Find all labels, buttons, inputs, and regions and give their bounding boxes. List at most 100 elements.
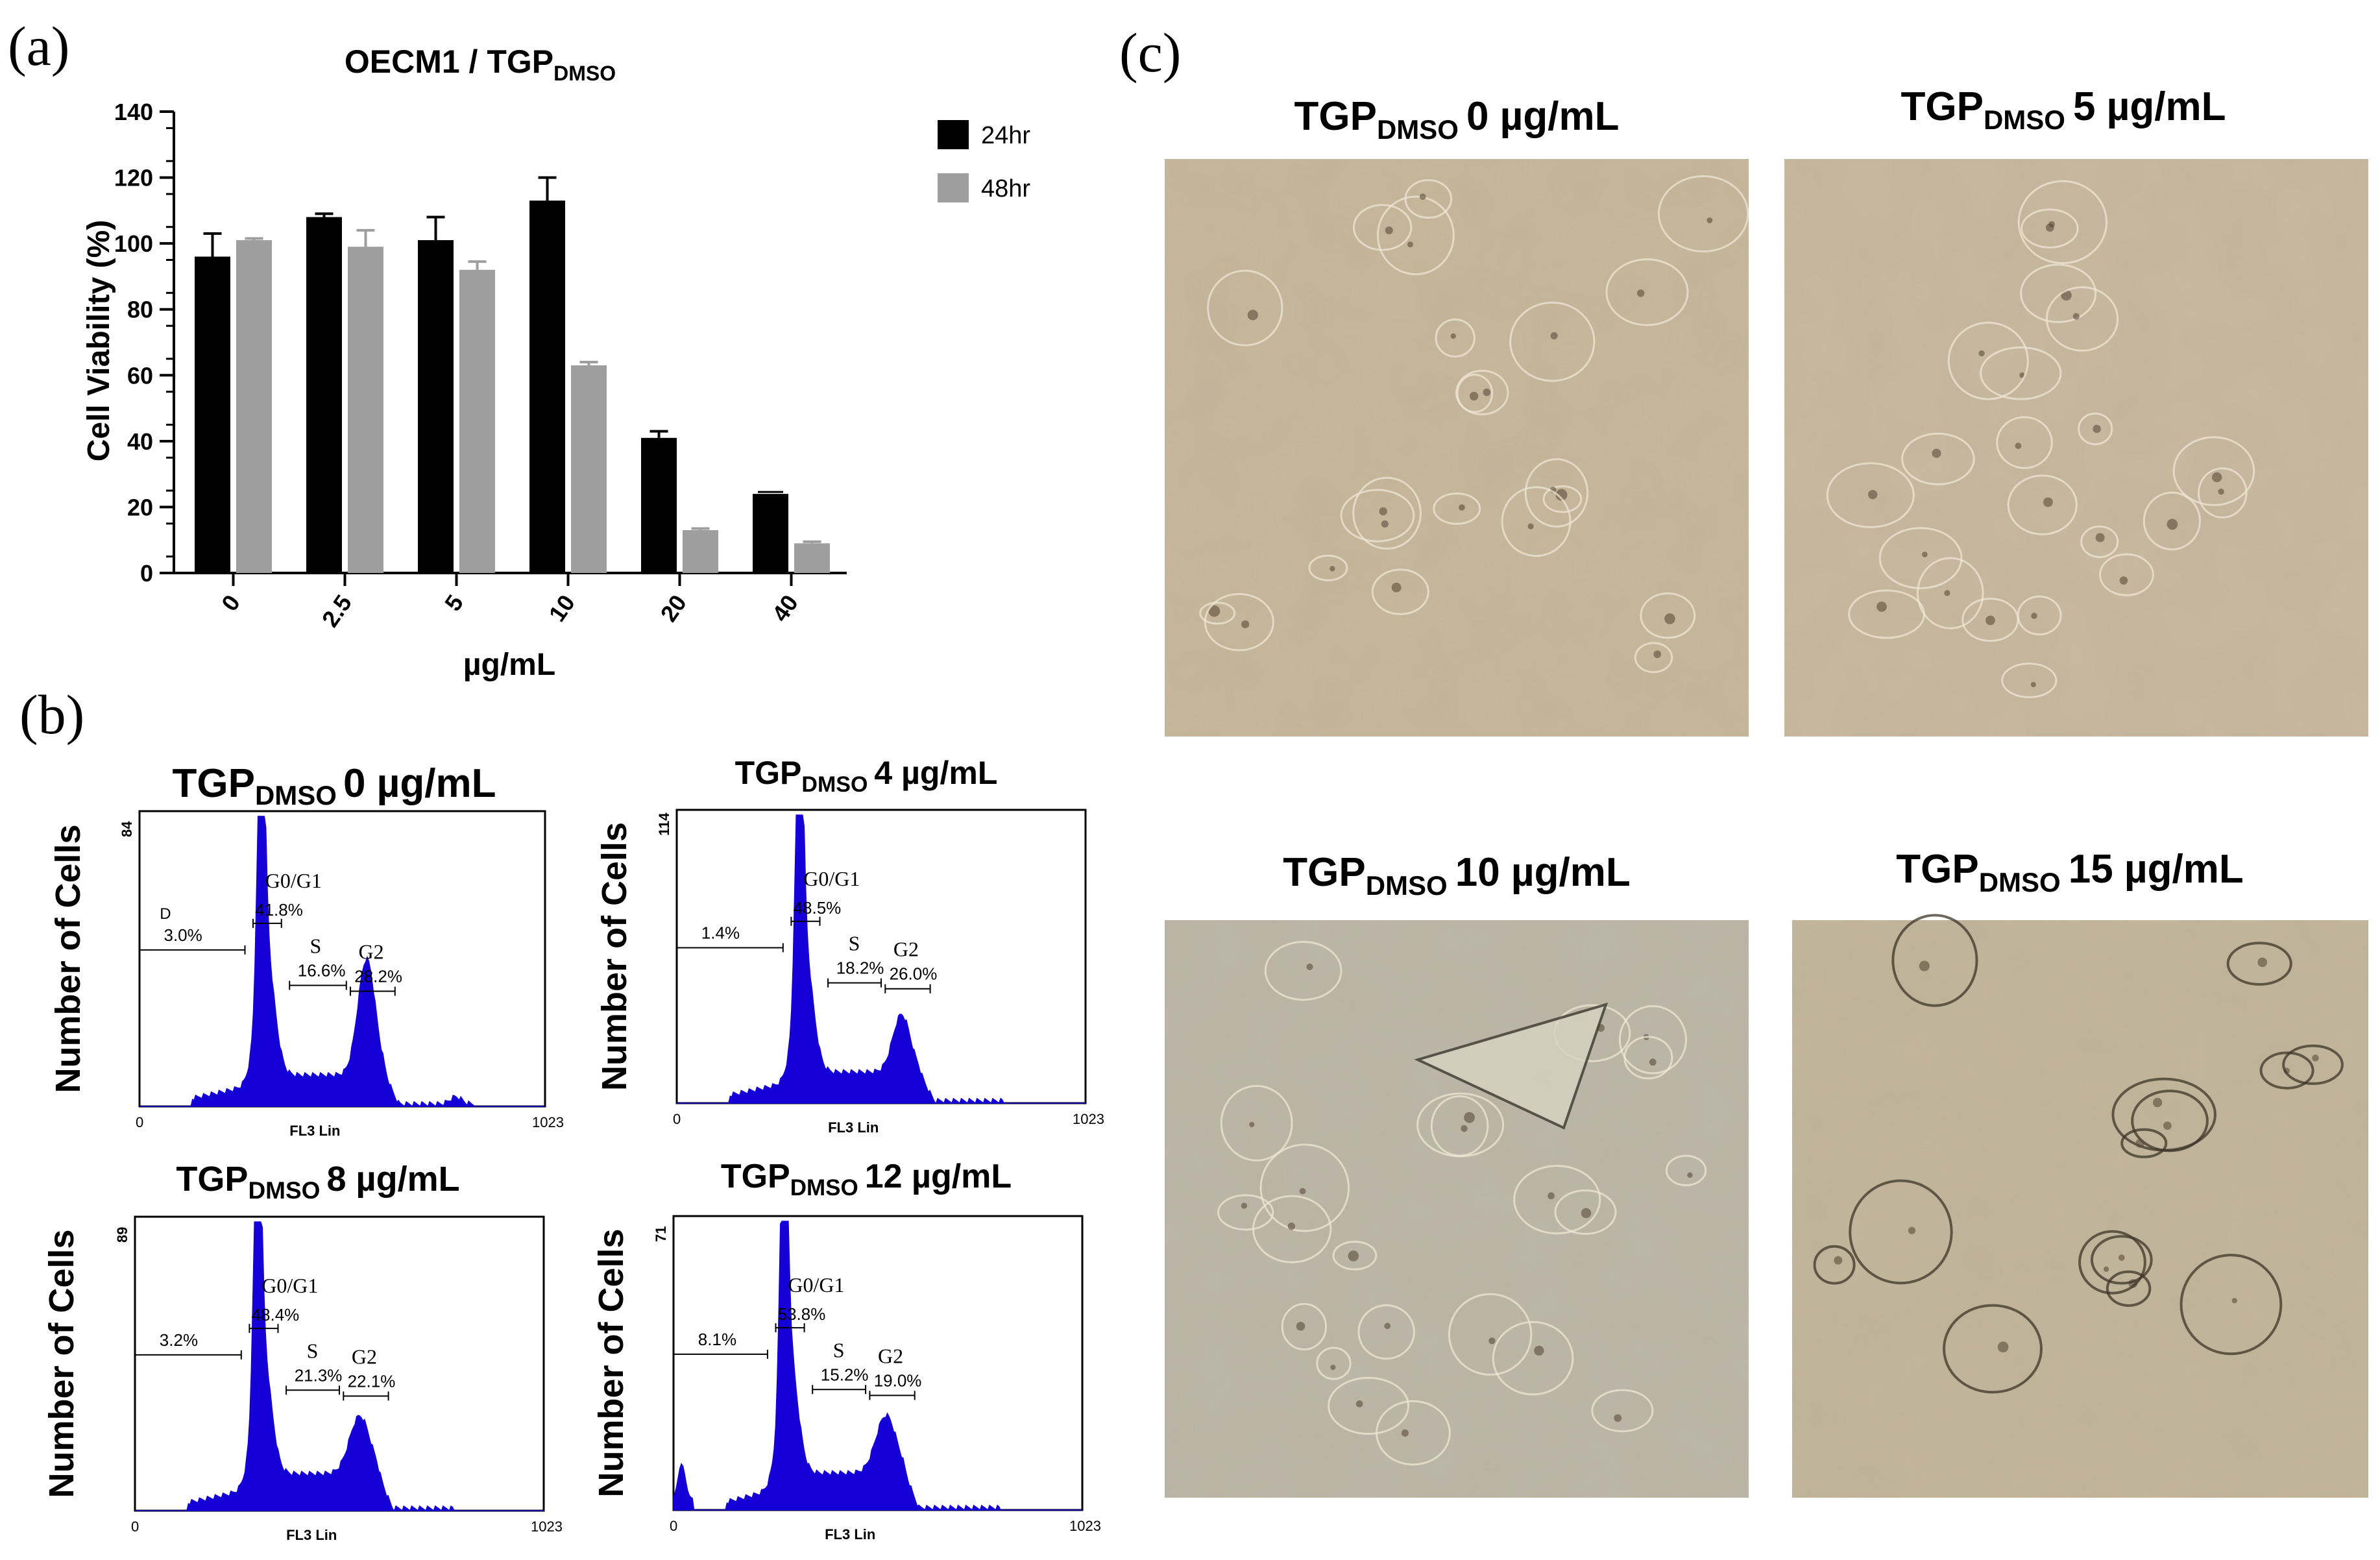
x-axis-label: µg/mL — [463, 648, 555, 682]
y-axis-label: Number of Cells — [592, 1228, 631, 1497]
cell-outline — [2080, 525, 2119, 558]
cell-nucleus — [2135, 1138, 2145, 1148]
cell-outline — [2090, 1235, 2153, 1285]
cell-nucleus — [2231, 1298, 2237, 1304]
d-percent: 3.2% — [160, 1330, 198, 1350]
cell-outline — [1308, 554, 1348, 581]
y-max-label: 89 — [114, 1227, 130, 1243]
cell-outline — [2106, 1270, 2152, 1307]
s-percent: 21.3% — [295, 1365, 343, 1385]
cell-outline — [2078, 1230, 2146, 1295]
cell-nucleus — [2257, 957, 2268, 968]
cell-outline — [1665, 1154, 1707, 1186]
cell-outline — [1524, 458, 1589, 528]
cell-nucleus — [1664, 613, 1675, 624]
cell-nucleus — [1381, 520, 1389, 528]
cell-nucleus — [2218, 488, 2224, 495]
cell-nucleus — [1550, 332, 1558, 340]
cell-outline — [2180, 1254, 2283, 1356]
g2-percent: 22.1% — [348, 1371, 396, 1391]
y-axis-label: Number of Cells — [49, 824, 88, 1093]
histogram-title: TGPDMSO 0 µg/mL — [173, 761, 496, 810]
cell-nucleus — [1649, 1058, 1657, 1066]
vacuolated-cell — [1414, 1002, 1609, 1130]
cell-outline — [1220, 1084, 1293, 1162]
x-max-label: 1023 — [532, 1114, 564, 1130]
cell-nucleus — [1527, 523, 1534, 530]
x-max-label: 1023 — [1073, 1111, 1104, 1127]
cell-nucleus — [1534, 1345, 1544, 1356]
cell-nucleus — [1636, 289, 1645, 297]
y-tick-label: 20 — [127, 494, 153, 520]
bar-48hr-0 — [236, 240, 272, 573]
g0g1-percent: 53.8% — [778, 1304, 826, 1324]
cell-nucleus — [1706, 217, 1713, 224]
cell-outline — [1264, 940, 1342, 1001]
x-tick-label: 5 — [439, 590, 468, 616]
cell-nucleus — [1296, 1321, 1305, 1331]
histogram-distribution — [135, 1221, 544, 1512]
d-percent: 3.0% — [164, 925, 202, 945]
bar-48hr-10 — [571, 365, 607, 573]
cell-nucleus — [1908, 1226, 1916, 1234]
histogram-title: TGPDMSO 8 µg/mL — [176, 1160, 459, 1204]
cell-nucleus — [1555, 489, 1568, 501]
cell-outline — [1878, 527, 1963, 589]
cell-outline — [1542, 485, 1583, 513]
y-axis-label: Number of Cells — [42, 1229, 81, 1498]
s-label: S — [310, 934, 322, 957]
g0g1-label: G0/G1 — [803, 867, 860, 890]
bar-48hr-5 — [459, 269, 495, 573]
cell-nucleus — [1469, 391, 1479, 401]
cell-nucleus — [2015, 443, 2022, 449]
cell-outline — [1591, 1389, 1654, 1433]
cell-nucleus — [2072, 313, 2080, 320]
x-max-label: 1023 — [1069, 1518, 1101, 1534]
d-percent: 1.4% — [701, 923, 740, 942]
cell-nucleus — [1687, 1172, 1693, 1178]
cell-outline — [2120, 1128, 2168, 1158]
cell-outline — [1916, 557, 1984, 629]
plot-frame — [138, 810, 546, 1108]
cell-outline — [2172, 436, 2255, 506]
cell-outline — [1204, 592, 1274, 652]
histogram-distribution — [673, 1221, 1082, 1511]
y-axis-label: Number of Cells — [595, 822, 634, 1091]
cell-outline — [1513, 1165, 1601, 1235]
cell-outline — [1433, 492, 1481, 525]
cell-outline — [1492, 1321, 1574, 1396]
s-label: S — [307, 1339, 319, 1362]
cell-outline — [2007, 474, 2078, 535]
legend-label: 48hr — [981, 175, 1030, 202]
cell-outline — [2021, 208, 2079, 249]
g0g1-percent: 48.4% — [252, 1305, 300, 1324]
x-tick-label: 0 — [216, 590, 245, 616]
histogram-title: TGPDMSO 12 µg/mL — [721, 1158, 1012, 1200]
cell-nucleus — [1379, 507, 1387, 516]
g0g1-percent: 41.8% — [255, 900, 303, 920]
cell-outline — [1891, 914, 1978, 1007]
g0g1-percent: 48.5% — [794, 898, 842, 918]
cell-outline — [1259, 1143, 1350, 1232]
cell-outline — [1376, 1400, 1451, 1466]
micrograph-texture — [1784, 159, 2368, 737]
cell-outline — [1352, 204, 1413, 251]
panel-label-b: (b) — [19, 683, 84, 746]
x-axis-label: FL3 Lin — [286, 1527, 337, 1543]
x-tick-label: 20 — [655, 590, 692, 626]
bar-48hr-2.5 — [348, 247, 383, 573]
cell-outline — [1634, 642, 1673, 674]
histogram-0: TGPDMSO 0 µg/mL 0 1023 FL3 Lin 84 Number of Ce… — [49, 761, 564, 1139]
cell-outline — [1980, 346, 2062, 400]
cell-outline — [2282, 1044, 2344, 1085]
cell-nucleus — [1944, 590, 1950, 596]
cell-nucleus — [1653, 650, 1662, 659]
cell-outline — [1217, 1194, 1274, 1231]
cell-outline — [2020, 263, 2097, 323]
cell-outline — [1352, 476, 1422, 550]
cell-nucleus — [1450, 333, 1456, 339]
micrograph-texture — [1165, 159, 1749, 737]
cell-outline — [1618, 1005, 1688, 1075]
bar-24hr-40 — [753, 494, 788, 573]
micrograph-texture — [1792, 920, 2368, 1498]
